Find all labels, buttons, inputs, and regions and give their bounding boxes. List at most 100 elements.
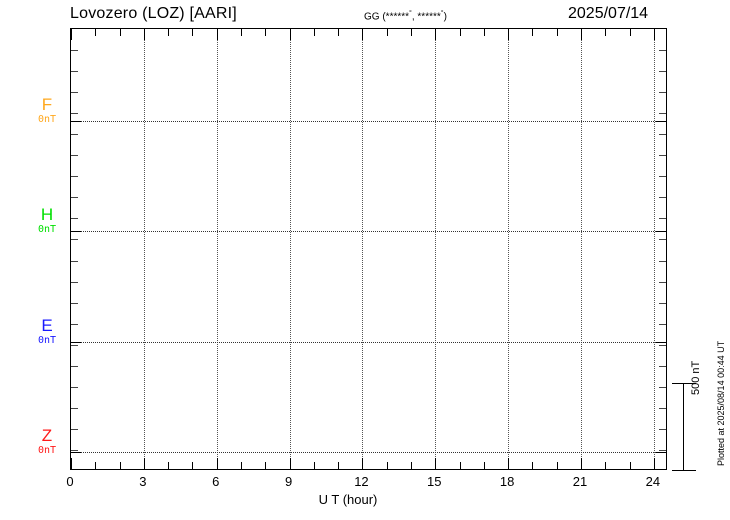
coords-separator: , [411,11,418,23]
component-baseline-value: 0nT [37,224,57,236]
x-axis-title: U T (hour) [0,492,730,507]
y-axis-tick [71,92,78,94]
x-axis-tick [289,458,291,469]
x-axis-tick [216,458,218,469]
x-axis-tick [119,462,121,469]
y-axis-tick [659,428,666,430]
y-axis-tick [659,260,666,262]
x-axis-tick [459,462,461,469]
y-axis-tick [659,344,666,346]
x-axis-tick [605,29,607,36]
y-axis-tick [71,365,78,367]
y-axis-tick [659,176,666,178]
component-baseline-value: 0nT [37,445,57,457]
scale-bar-bottom-cap [672,470,696,471]
x-axis-tick-label: 0 [66,474,74,489]
coords-latitude: ****** [385,11,410,23]
x-axis-tick [216,29,218,40]
y-axis-tick [71,176,78,178]
y-axis-tick [71,155,78,157]
y-axis-tick [71,218,78,220]
x-axis-tick [653,29,655,40]
x-axis-tick-label: 12 [354,474,369,489]
x-axis-tick-label: 9 [284,474,293,489]
x-axis-tick [362,458,364,469]
y-axis-tick [659,323,666,325]
x-axis-tick-label: 15 [427,474,442,489]
x-axis-tick [95,462,97,469]
component-letter: H [40,205,54,225]
y-axis-tick [71,428,78,430]
grid-line-vertical [653,29,655,469]
x-axis-tick [241,462,242,469]
x-axis-tick [605,462,607,469]
x-axis-tick [581,458,582,469]
y-axis-tick [71,260,78,262]
x-axis-tick [629,462,631,469]
x-axis-tick [556,29,558,36]
x-axis-tick [556,462,558,469]
baseline-grid-z [71,452,666,454]
y-axis-tick [71,407,78,409]
x-axis-tick [508,29,510,40]
y-axis-tick-major [71,452,81,454]
observation-date: 2025/07/14 [568,5,649,22]
x-axis-title-text: U T (hour) [318,492,378,507]
y-axis-tick [71,134,78,136]
x-axis-tick [192,462,194,469]
x-axis-tick [241,29,242,36]
x-axis-tick [629,29,631,36]
magnetogram-plot-area [70,28,667,470]
x-axis-tick-label: 24 [645,474,661,489]
baseline-grid-h [71,231,666,233]
y-axis-tick [71,239,78,241]
y-axis-tick-major [71,341,81,343]
y-axis-tick-major [656,120,666,122]
y-axis-tick-major [71,231,81,233]
grid-line-vertical [362,29,364,469]
y-axis-tick [71,197,78,199]
x-axis-tick [313,29,315,36]
component-baseline-value: 0nT [37,113,57,125]
degree-icon-lon: ° [440,10,444,17]
y-axis-tick [659,50,666,52]
coords-longitude: ****** [417,11,441,23]
x-axis-tick [265,462,267,469]
component-baseline-value: 0nT [37,334,57,346]
x-axis-tick [95,29,97,36]
x-axis-tick [289,29,291,40]
y-axis-tick [659,71,666,73]
x-axis-tick [265,29,267,36]
y-axis-tick [659,386,666,388]
y-axis-tick [71,449,78,451]
x-axis-tick [483,29,485,36]
y-axis-tick-major [656,341,666,343]
coords-prefix: GG ( [364,11,386,23]
x-axis-tick-label: 21 [572,474,588,489]
y-axis-tick [659,92,666,94]
x-axis-tick [143,458,145,469]
y-axis-tick [659,113,666,115]
x-axis-tick [411,462,412,469]
plotted-timestamp: Plotted at 2025/08/14 00:44 UT [716,340,726,466]
baseline-grid-e [71,341,666,343]
y-axis-tick-major [656,231,666,233]
component-label-e: E 0nT [24,317,70,347]
y-axis-tick [71,71,78,73]
grid-line-vertical [143,29,145,469]
component-letter: F [41,94,53,114]
geographic-coordinates: GG (******°, ******°) [364,10,447,22]
y-axis-tick [71,50,78,52]
y-axis-tick [71,386,78,388]
baseline-grid-f [71,120,666,122]
component-letter: Z [41,426,53,446]
degree-icon-lat: ° [409,10,412,17]
x-axis-tick [653,458,655,469]
x-axis-tick [192,29,194,36]
amplitude-scale-bar [672,383,696,471]
y-axis-tick [659,197,666,199]
component-label-h: H 0nT [24,206,70,236]
y-axis-tick [659,365,666,367]
x-axis-tick [338,29,340,36]
